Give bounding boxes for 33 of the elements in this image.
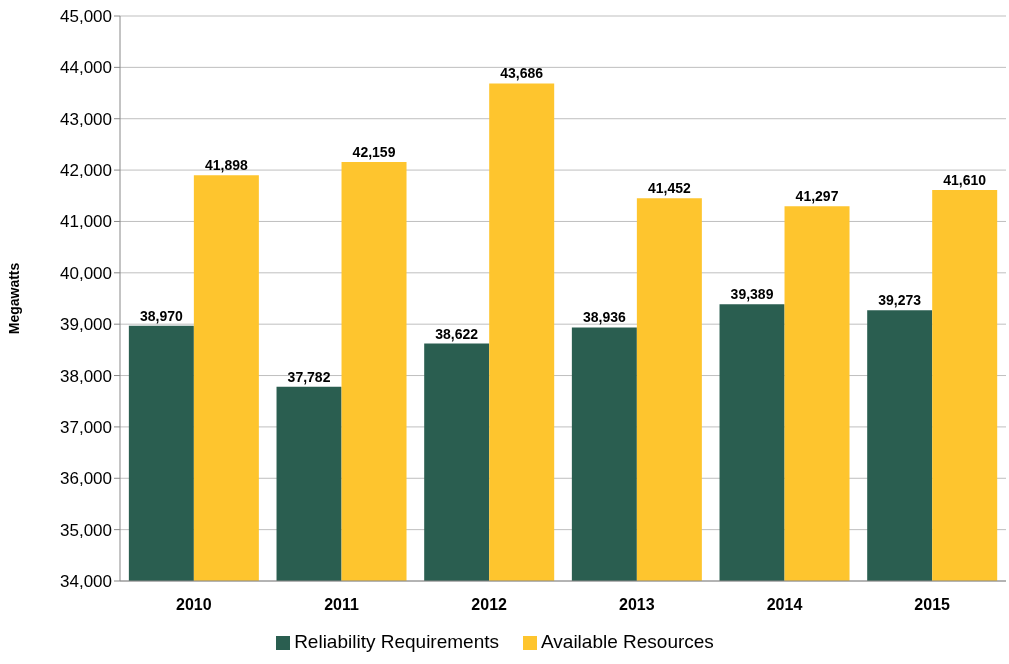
- data-label: 43,686: [500, 65, 544, 82]
- y-tick-label: 43,000: [60, 109, 112, 129]
- x-tick-label: 2010: [176, 596, 212, 614]
- data-label: 42,159: [352, 143, 396, 160]
- y-tick-label: 45,000: [60, 7, 112, 27]
- data-label: 39,389: [730, 286, 774, 303]
- data-label: 37,782: [287, 368, 331, 385]
- data-label: 38,970: [139, 307, 183, 324]
- y-tick-label: 34,000: [60, 572, 112, 592]
- x-tick-label: 2011: [324, 596, 359, 614]
- y-tick-label: 44,000: [60, 58, 112, 78]
- data-label: 38,622: [435, 325, 479, 342]
- legend-label: Available Resources: [541, 631, 714, 652]
- y-tick-label: 37,000: [60, 417, 112, 437]
- legend-label: Reliability Requirements: [294, 631, 499, 652]
- data-label: 41,452: [647, 180, 691, 197]
- data-label: 41,297: [795, 188, 839, 205]
- y-tick-label: 36,000: [60, 469, 112, 489]
- data-label: 39,273: [878, 292, 922, 309]
- y-tick-label: 38,000: [60, 366, 112, 386]
- data-label: 41,898: [204, 157, 248, 174]
- x-tick-label: 2015: [914, 596, 951, 614]
- x-tick-label: 2013: [619, 596, 655, 614]
- data-label: 38,936: [582, 309, 626, 326]
- y-axis-title: Megawatts: [5, 262, 22, 335]
- x-tick-label: 2012: [471, 596, 508, 614]
- y-tick-label: 40,000: [60, 263, 112, 283]
- y-tick-label: 41,000: [60, 212, 112, 232]
- data-label: 41,610: [943, 172, 987, 189]
- x-tick-label: 2014: [766, 596, 803, 614]
- y-tick-label: 35,000: [60, 520, 112, 540]
- y-tick-label: 42,000: [60, 161, 112, 181]
- y-tick-label: 39,000: [60, 315, 112, 335]
